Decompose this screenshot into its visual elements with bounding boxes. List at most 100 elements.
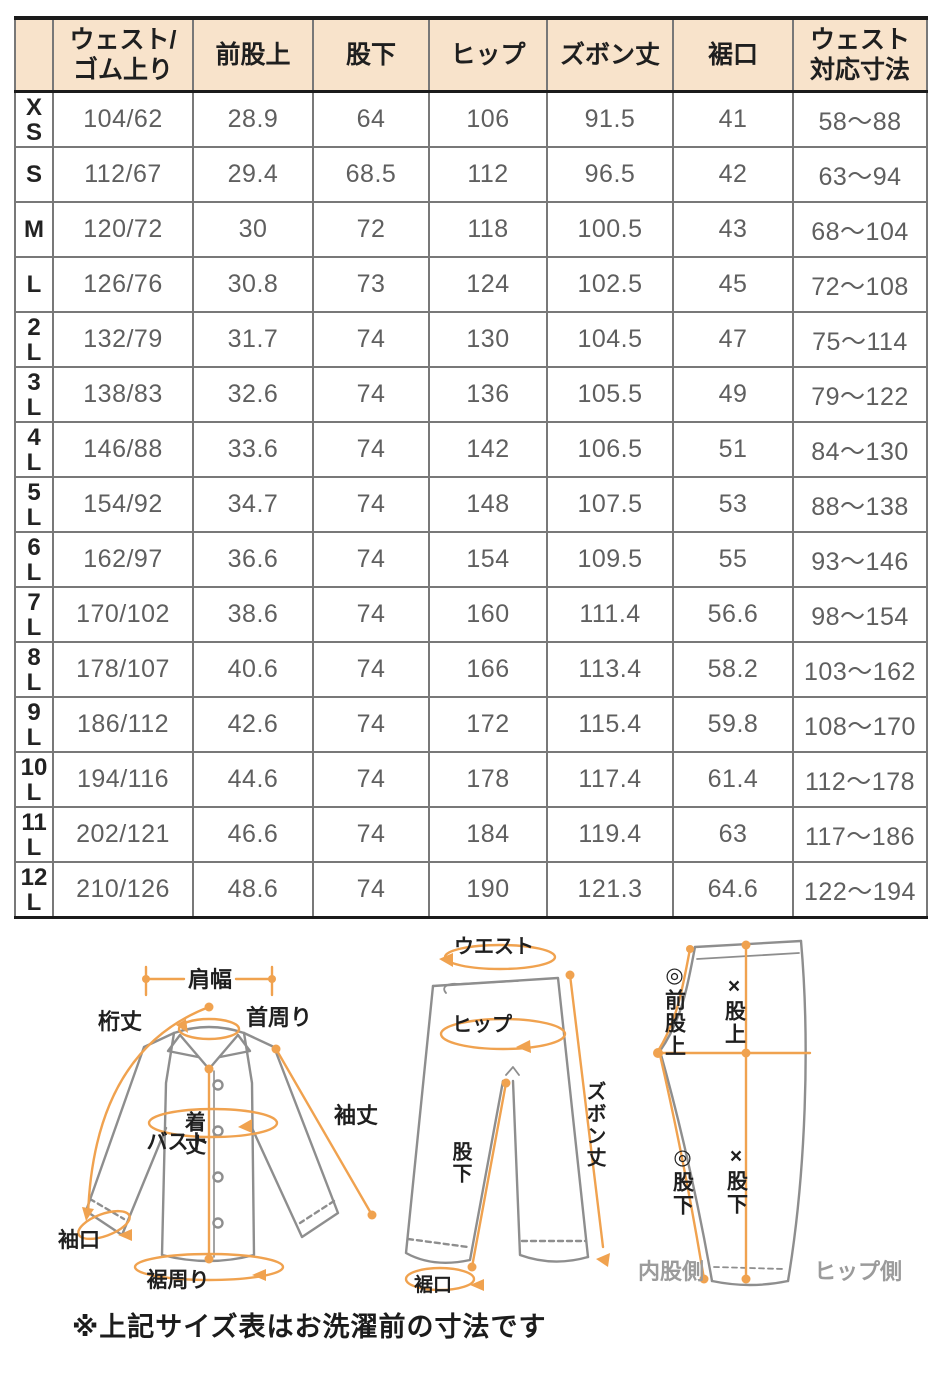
measurement-cell: 108〜170 bbox=[792, 696, 928, 753]
measurement-cell: 117.4 bbox=[546, 751, 674, 808]
pants-side-label-rise: ×股上 bbox=[723, 975, 747, 1046]
measurement-cell: 38.6 bbox=[192, 586, 314, 643]
measurement-cell: 142 bbox=[428, 421, 548, 478]
size-table: ウェスト/ゴム上り 前股上 股下 ヒップ ズボン丈 裾口 ウェスト 対応寸法 X S 104/62… bbox=[14, 16, 928, 919]
measurement-cell: 56.6 bbox=[672, 586, 794, 643]
table-row: L 126/76 30.8 73 124 102.5 45 72〜108 bbox=[14, 256, 928, 313]
measurement-cell: 42.6 bbox=[192, 696, 314, 753]
measurement-cell: 88〜138 bbox=[792, 476, 928, 533]
table-row: 8 L 178/107 40.6 74 166 113.4 58.2 103〜162 bbox=[14, 641, 928, 698]
column-header: ヒップ bbox=[428, 17, 548, 93]
column-header: ウェスト/ゴム上り bbox=[52, 17, 194, 93]
measurement-cell: 115.4 bbox=[546, 696, 674, 753]
measurement-cell: 112/67 bbox=[52, 146, 194, 203]
measurement-cell: 34.7 bbox=[192, 476, 314, 533]
measurement-cell: 162/97 bbox=[52, 531, 194, 588]
arrowhead bbox=[238, 1119, 252, 1133]
pants-front-labels: ウエスト ヒップ ズボン丈 股下 裾口 bbox=[414, 935, 606, 1295]
measurement-cell: 120/72 bbox=[52, 201, 194, 258]
measurement-cell: 138/83 bbox=[52, 366, 194, 423]
measurement-cell: 79〜122 bbox=[792, 366, 928, 423]
shirt-label-sleeve-from-back: 桁丈 bbox=[98, 1009, 142, 1034]
size-label: M bbox=[14, 201, 54, 258]
header-row: ウェスト/ゴム上り 前股上 股下 ヒップ ズボン丈 裾口 ウェスト 対応寸法 bbox=[14, 17, 928, 93]
measurement-cell: 31.7 bbox=[192, 311, 314, 368]
measurement-cell: 124 bbox=[428, 256, 548, 313]
table-row: 3 L 138/83 32.6 74 136 105.5 49 79〜122 bbox=[14, 366, 928, 423]
corner-header bbox=[14, 17, 54, 93]
measurement-cell: 73 bbox=[312, 256, 430, 313]
measurement-cell: 118 bbox=[428, 201, 548, 258]
pants-front-measure-lines bbox=[404, 943, 605, 1292]
measurement-cell: 112 bbox=[428, 146, 548, 203]
measurement-cell: 28.9 bbox=[192, 90, 314, 148]
measurement-cell: 36.6 bbox=[192, 531, 314, 588]
pants-front-diagram: ウエスト ヒップ ズボン丈 股下 裾口 bbox=[404, 935, 610, 1295]
measurement-cell: 98〜154 bbox=[792, 586, 928, 643]
table-row: 7 L 170/102 38.6 74 160 111.4 56.6 98〜154 bbox=[14, 586, 928, 643]
measurement-cell: 48.6 bbox=[192, 861, 314, 919]
arrowhead bbox=[82, 1207, 94, 1221]
measurement-cell: 41 bbox=[672, 90, 794, 148]
measurement-cell: 178/107 bbox=[52, 641, 194, 698]
measurement-cell: 202/121 bbox=[52, 806, 194, 863]
measurement-cell: 184 bbox=[428, 806, 548, 863]
measurement-cell: 58〜88 bbox=[792, 90, 928, 148]
arrowhead bbox=[176, 1019, 188, 1033]
table-row: 12 L 210/126 48.6 74 190 121.3 64.6 122〜194 bbox=[14, 861, 928, 919]
measurement-cell: 74 bbox=[312, 366, 430, 423]
measurement-cell: 74 bbox=[312, 586, 430, 643]
pants-front-label-pants-length: ズボン丈 bbox=[583, 1080, 606, 1169]
arrowhead bbox=[439, 953, 453, 967]
pants-side-measure-dots bbox=[653, 940, 751, 1284]
measurement-cell: 113.4 bbox=[546, 641, 674, 698]
shirt-measure-dots bbox=[82, 975, 377, 1281]
table-row: 2 L 132/79 31.7 74 130 104.5 47 75〜114 bbox=[14, 311, 928, 368]
shirt-label-cuff-opening: 袖口 bbox=[58, 1228, 100, 1252]
measurement-cell: 93〜146 bbox=[792, 531, 928, 588]
arrowhead bbox=[470, 1279, 484, 1291]
measurement-cell: 119.4 bbox=[546, 806, 674, 863]
table-row: 11 L 202/121 46.6 74 184 119.4 63 117〜186 bbox=[14, 806, 928, 863]
measurement-cell: 40.6 bbox=[192, 641, 314, 698]
measurement-cell: 104/62 bbox=[52, 90, 194, 148]
measurement-cell: 210/126 bbox=[52, 861, 194, 919]
measurement-cell: 47 bbox=[672, 311, 794, 368]
measurement-cell: 72〜108 bbox=[792, 256, 928, 313]
measurement-cell: 49 bbox=[672, 366, 794, 423]
pants-front-label-hip: ヒップ bbox=[452, 1013, 513, 1036]
measurement-cell: 30 bbox=[192, 201, 314, 258]
shirt-labels: 肩幅 首周り 桁丈 バスト 袖丈 着丈 袖口 裾周り bbox=[58, 967, 378, 1292]
table-row: M 120/72 30 72 118 100.5 43 68〜104 bbox=[14, 201, 928, 258]
button bbox=[212, 1125, 224, 1137]
measurement-cell: 64.6 bbox=[672, 861, 794, 919]
measurement-cell: 68.5 bbox=[312, 146, 430, 203]
column-header: 裾口 bbox=[672, 17, 794, 93]
page: { "table": { "columns": [ {"lines": []},… bbox=[0, 16, 940, 1376]
measurement-cell: 107.5 bbox=[546, 476, 674, 533]
measurement-cell: 74 bbox=[312, 861, 430, 919]
measurement-cell: 190 bbox=[428, 861, 548, 919]
size-label: 12 L bbox=[14, 861, 54, 919]
measurement-cell: 154 bbox=[428, 531, 548, 588]
shirt-label-sleeve-length: 袖丈 bbox=[334, 1103, 378, 1128]
measurement-cell: 45 bbox=[672, 256, 794, 313]
button bbox=[212, 1217, 224, 1229]
measurement-cell: 100.5 bbox=[546, 201, 674, 258]
measurement-cell: 130 bbox=[428, 311, 548, 368]
shirt-label-shoulder-width: 肩幅 bbox=[188, 967, 232, 992]
pants-front-label-inseam: 股下 bbox=[449, 1141, 472, 1185]
measurement-cell: 68〜104 bbox=[792, 201, 928, 258]
pants-front-label-hem-opening: 裾口 bbox=[414, 1273, 452, 1295]
measurement-cell: 64 bbox=[312, 90, 430, 148]
measurement-cell: 63 bbox=[672, 806, 794, 863]
measurement-cell: 32.6 bbox=[192, 366, 314, 423]
measurement-cell: 132/79 bbox=[52, 311, 194, 368]
column-header: ズボン丈 bbox=[546, 17, 674, 93]
measurement-cell: 61.4 bbox=[672, 751, 794, 808]
arrowhead bbox=[252, 1269, 266, 1281]
